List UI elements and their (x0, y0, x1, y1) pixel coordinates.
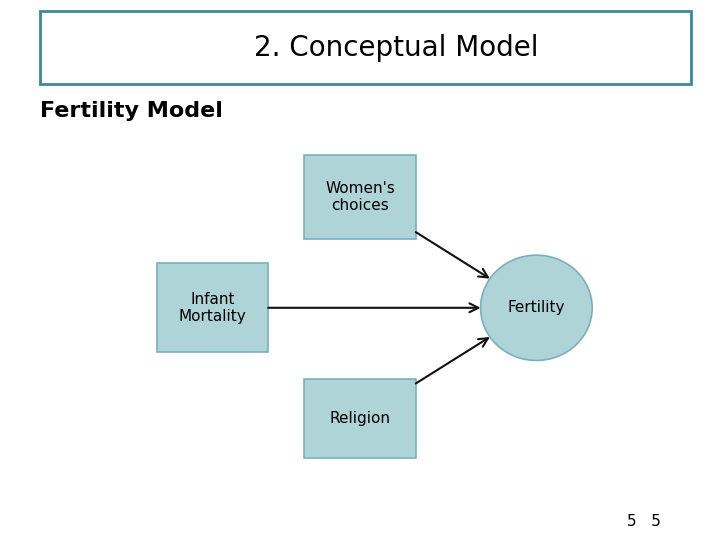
FancyBboxPatch shape (156, 263, 268, 353)
Text: 5   5: 5 5 (627, 514, 662, 529)
Text: Fertility: Fertility (508, 300, 565, 315)
Text: Religion: Religion (330, 411, 390, 426)
Text: Women's
choices: Women's choices (325, 181, 395, 213)
Text: 2. Conceptual Model: 2. Conceptual Model (253, 33, 539, 62)
Text: Fertility Model: Fertility Model (40, 100, 222, 121)
FancyBboxPatch shape (304, 379, 416, 457)
FancyBboxPatch shape (304, 156, 416, 239)
Ellipse shape (480, 255, 592, 361)
Text: Infant
Mortality: Infant Mortality (179, 292, 246, 324)
FancyBboxPatch shape (40, 11, 691, 84)
